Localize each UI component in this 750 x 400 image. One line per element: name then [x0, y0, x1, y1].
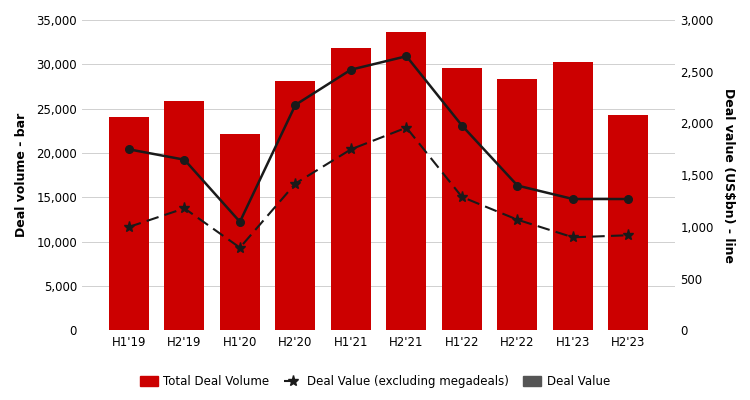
Bar — [442, 68, 482, 330]
Bar — [220, 134, 260, 330]
Bar — [386, 32, 427, 330]
Bar — [164, 101, 205, 330]
Bar — [553, 62, 593, 330]
Bar — [275, 81, 316, 330]
Bar — [331, 48, 371, 330]
Bar — [608, 115, 649, 330]
Bar — [497, 80, 538, 330]
Y-axis label: Deal volume - bar: Deal volume - bar — [15, 113, 28, 237]
Bar — [109, 117, 149, 330]
Legend: Total Deal Volume, Deal Value (excluding megadeals), Deal Value: Total Deal Volume, Deal Value (excluding… — [134, 369, 616, 394]
Y-axis label: Deal value (US$bn) - line: Deal value (US$bn) - line — [722, 88, 735, 263]
